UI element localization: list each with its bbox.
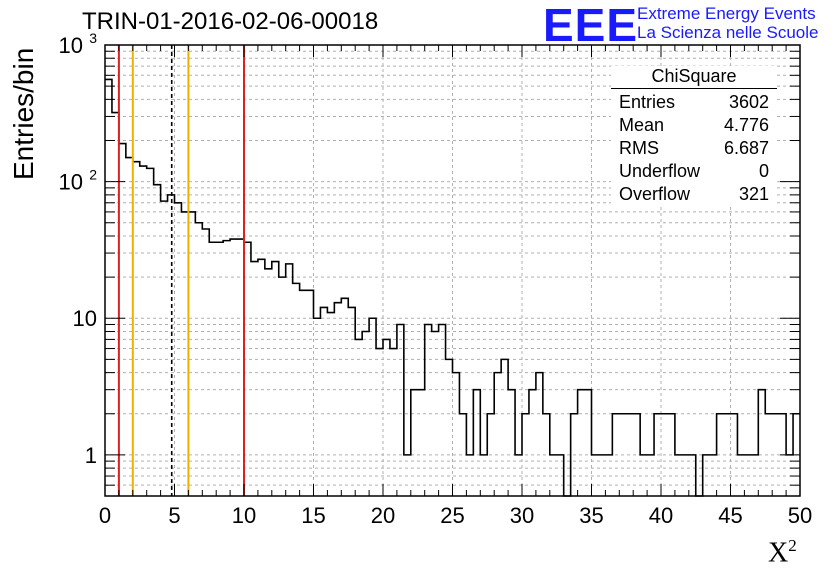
x-tick-label: 45	[718, 503, 742, 528]
x-tick-label: 0	[99, 503, 111, 528]
stats-row-entries: Entries 3602	[611, 92, 777, 115]
histogram-series	[105, 78, 800, 497]
x-axis-label-base: X	[768, 537, 789, 569]
stats-value: 3602	[728, 92, 769, 112]
x-tick-label: 25	[440, 503, 464, 528]
stats-value: 321	[738, 184, 769, 204]
y-tick-exponent: 2	[89, 167, 97, 183]
stats-title: ChiSquare	[611, 66, 777, 89]
x-tick-label: 15	[301, 503, 325, 528]
stats-value: 6.687	[723, 138, 769, 158]
stats-row-underflow: Underflow 0	[611, 161, 777, 184]
x-tick-label: 30	[510, 503, 534, 528]
x-tick-label: 10	[232, 503, 256, 528]
y-tick-label: 10	[59, 170, 83, 195]
logo-subtitle-line1: Extreme Energy Events	[637, 4, 816, 23]
stats-row-overflow: Overflow 321	[611, 184, 777, 207]
x-tick-label: 40	[649, 503, 673, 528]
x-tick-label: 50	[788, 503, 812, 528]
eee-logo: EEE	[543, 0, 639, 51]
stats-label: Underflow	[619, 161, 701, 181]
x-tick-label: 35	[579, 503, 603, 528]
stats-box: ChiSquare Entries 3602 Mean 4.776 RMS 6.…	[611, 66, 777, 207]
stats-label: Entries	[619, 92, 676, 112]
stats-label: Mean	[619, 115, 665, 135]
stats-row-rms: RMS 6.687	[611, 138, 777, 161]
stats-value: 0	[758, 161, 769, 181]
y-tick-exponent: 3	[89, 30, 97, 46]
stats-label: Overflow	[619, 184, 691, 204]
chart-title: TRIN-01-2016-02-06-00018	[82, 8, 379, 35]
x-tick-label: 5	[168, 503, 180, 528]
stats-label: RMS	[619, 138, 659, 158]
y-axis-label: Entries/bin	[8, 47, 39, 180]
stats-value: 4.776	[723, 115, 769, 135]
logo-subtitle-line2: La Scienza nelle Scuole	[637, 23, 819, 42]
y-tick-label: 10	[59, 33, 83, 58]
y-tick-label: 10	[73, 306, 97, 331]
stats-row-mean: Mean 4.776	[611, 115, 777, 138]
x-axis-label-superscript: 2	[788, 536, 797, 555]
y-tick-label: 1	[85, 443, 97, 468]
x-axis-label: X2	[768, 536, 797, 569]
x-tick-label: 20	[371, 503, 395, 528]
